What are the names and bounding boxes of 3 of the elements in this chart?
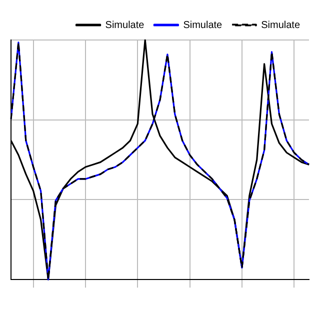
- legend-label: Simulate: [105, 20, 145, 31]
- legend-label: Simulate: [261, 20, 300, 31]
- legend-label: Simulate: [183, 20, 223, 31]
